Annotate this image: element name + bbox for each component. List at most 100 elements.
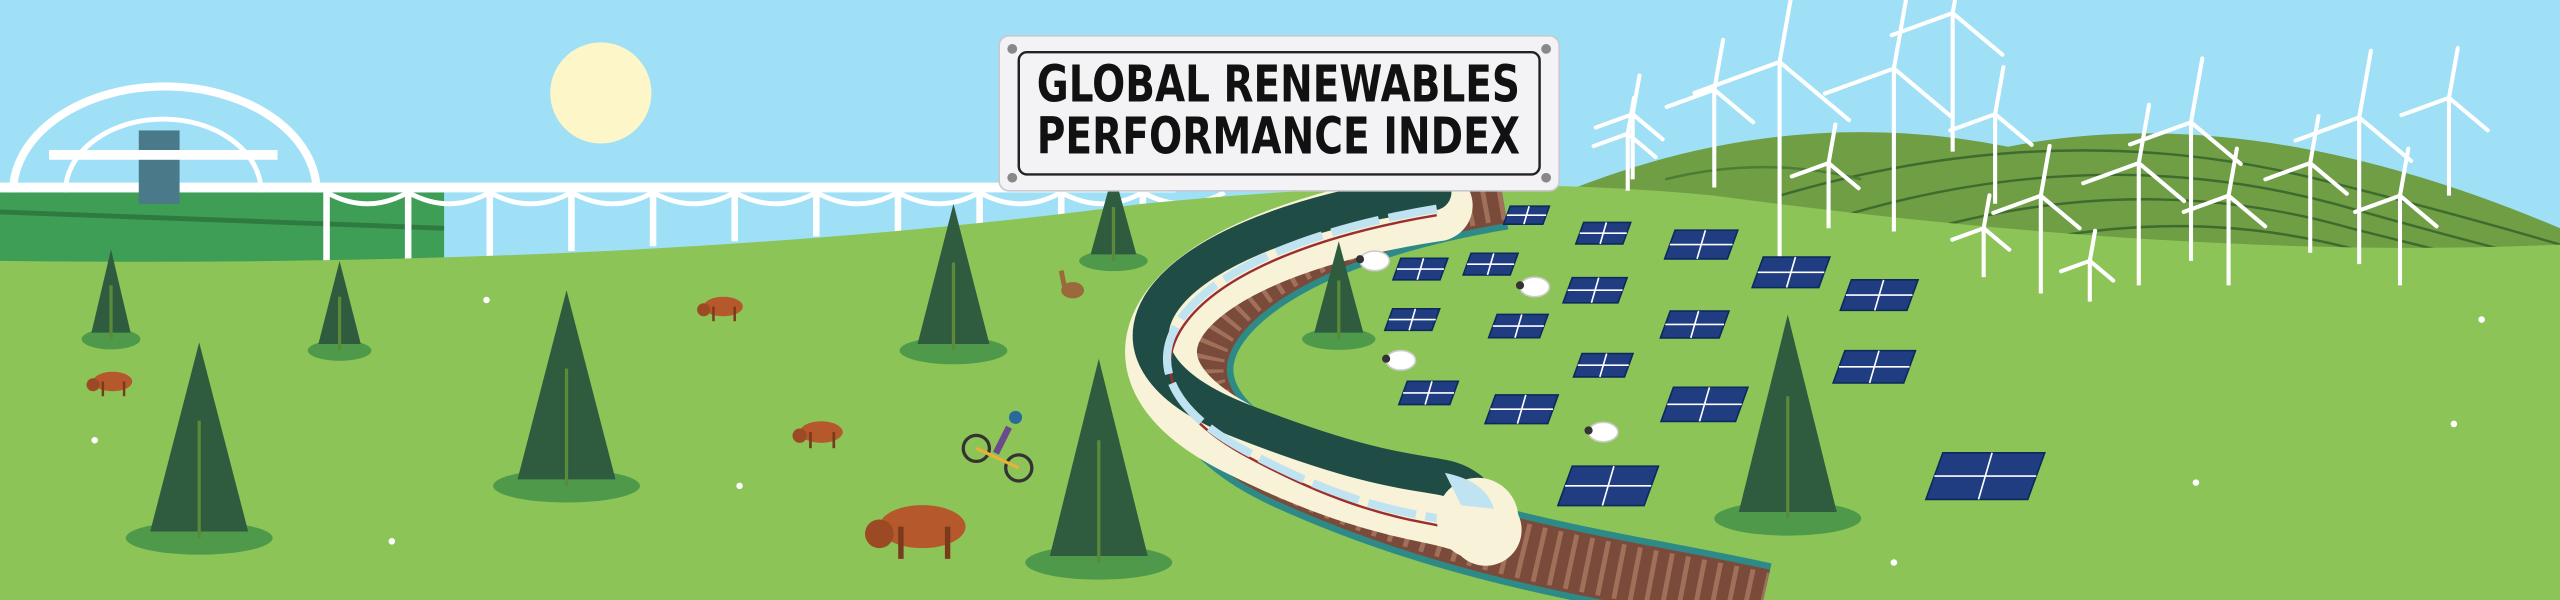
turbine-blade	[1993, 65, 2006, 117]
rider	[992, 425, 1012, 455]
pillar	[731, 192, 738, 242]
building-stripe	[0, 209, 445, 231]
turbine-blade	[1777, 59, 1852, 123]
turbine-blade	[2397, 146, 2411, 198]
bike-frame	[975, 446, 1020, 470]
cow-head	[864, 519, 894, 549]
hill-stripe	[1779, 149, 2560, 246]
panel-line	[1590, 277, 1600, 303]
flower	[2192, 479, 2200, 486]
turbine-blade	[2188, 56, 2205, 125]
turbine-blade	[2136, 161, 2187, 204]
title-line: GLOBAL RENEWABLES	[1037, 55, 1520, 114]
pillar	[404, 192, 412, 261]
cow	[703, 296, 743, 317]
pillar	[486, 192, 494, 256]
pillar	[894, 192, 902, 232]
train-windshield	[1444, 472, 1494, 509]
panel-line	[1698, 387, 1711, 422]
sign-border	[1017, 50, 1541, 176]
turbine-blade	[1948, 112, 1998, 133]
turbine-blade	[1981, 226, 2012, 252]
tower	[138, 130, 180, 204]
panel-line	[1689, 310, 1700, 339]
arch	[406, 190, 491, 207]
sheep-head	[1584, 426, 1593, 435]
train-windows	[1163, 204, 1492, 542]
turbine-blade	[2181, 193, 2231, 215]
sign-board	[998, 35, 1560, 192]
flower	[2450, 420, 2458, 428]
sign-bolt	[1541, 172, 1552, 183]
arch	[896, 190, 981, 207]
bridge-deck	[0, 182, 1176, 193]
turbine-blade	[1822, 66, 1896, 96]
dome-deck	[48, 150, 278, 160]
panel-line	[1599, 353, 1608, 378]
turbine-blade	[1630, 73, 1642, 117]
sun	[550, 42, 652, 144]
flower	[736, 482, 743, 490]
sheep	[1385, 349, 1417, 371]
turbine-blade	[1712, 87, 1756, 125]
pillar	[323, 192, 330, 266]
turbine-blade	[2058, 258, 2092, 274]
sheep	[1359, 250, 1391, 272]
turbine-blade	[2293, 115, 2362, 143]
turbine-blade	[1789, 161, 1831, 179]
bike-wheel	[1004, 453, 1034, 483]
turbine-blade	[1826, 122, 1838, 166]
pillar	[649, 192, 657, 247]
panel-line	[1977, 452, 1993, 500]
sheep	[1587, 421, 1619, 443]
turbine-blade	[1692, 59, 1782, 95]
turbine-blade	[2188, 120, 2243, 166]
turbine-blade	[2263, 161, 2313, 182]
scenery	[81, 0, 2490, 580]
cow	[93, 371, 133, 392]
arch	[1060, 190, 1145, 207]
sheep	[1519, 276, 1551, 298]
turbine-blade	[2087, 258, 2116, 283]
turbine-blade	[1950, 0, 1958, 16]
panel-line	[1601, 465, 1615, 506]
panel-line	[1408, 308, 1417, 331]
ground	[0, 185, 2560, 600]
arch	[978, 190, 1063, 207]
turbine-blade	[1891, 66, 1953, 118]
cow	[799, 421, 843, 443]
turbine-blade	[2038, 193, 2082, 231]
cow-head	[697, 303, 711, 317]
turbine-blade	[2127, 120, 2194, 147]
turbine-blade	[1889, 11, 1955, 38]
hill-stripe	[1828, 173, 2548, 263]
turbine-blade	[2136, 102, 2152, 166]
turbine-blade	[2446, 95, 2490, 133]
turbine-blade	[1591, 131, 1630, 149]
sheep-head	[1355, 255, 1365, 264]
arch	[325, 190, 410, 207]
panel-line	[1523, 206, 1530, 225]
arch	[651, 190, 736, 207]
dome	[8, 82, 321, 193]
flower	[91, 436, 98, 444]
sheep-head	[1515, 281, 1525, 290]
sign-bolt	[1007, 172, 1018, 183]
arch	[488, 190, 573, 207]
panel-line	[1785, 256, 1797, 288]
turbine-blade	[2038, 143, 2052, 198]
turbine-blade	[1981, 193, 1992, 231]
flower	[1890, 559, 1898, 566]
turbine-blade	[1826, 161, 1861, 191]
sheep-head	[1382, 354, 1391, 363]
turbine-blade	[2226, 146, 2239, 198]
train-roof	[1132, 174, 1488, 508]
turbine-blade	[2357, 48, 2373, 120]
turbine-blade	[1712, 37, 1726, 92]
cow-head	[792, 428, 807, 443]
rider-head	[1008, 410, 1023, 424]
cow	[879, 505, 966, 549]
pillar	[1057, 192, 1065, 222]
